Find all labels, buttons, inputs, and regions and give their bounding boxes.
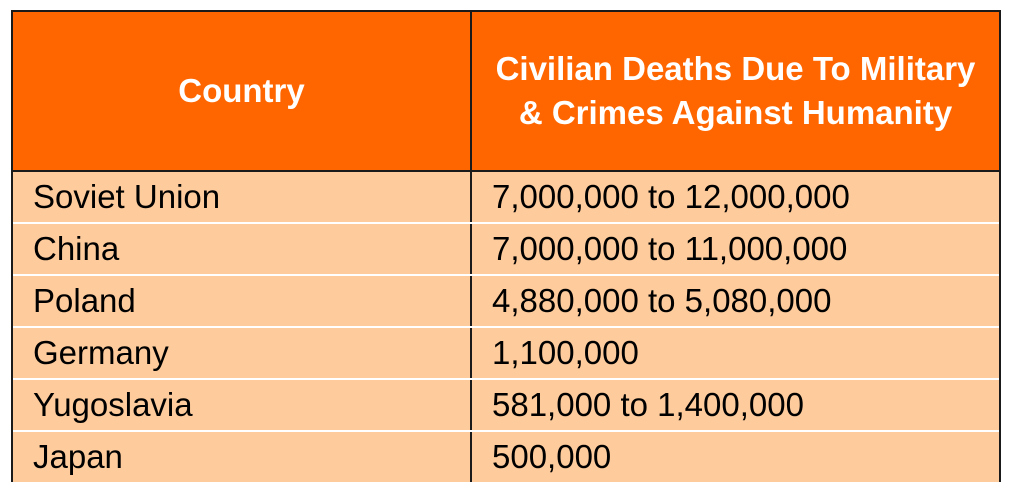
table-row: Soviet Union 7,000,000 to 12,000,000 (13, 171, 999, 224)
cell-deaths: 1,100,000 (471, 327, 999, 380)
header-civilian-deaths: Civilian Deaths Due To Military & Crimes… (471, 12, 999, 172)
table-row: Poland 4,880,000 to 5,080,000 (13, 275, 999, 328)
cell-deaths: 500,000 (471, 431, 999, 482)
cell-country: China (13, 223, 472, 276)
cell-country: Yugoslavia (13, 379, 472, 432)
cell-deaths: 4,880,000 to 5,080,000 (471, 275, 999, 328)
table-row: China 7,000,000 to 11,000,000 (13, 223, 999, 276)
cell-country: Germany (13, 327, 472, 380)
cell-country: Poland (13, 275, 472, 328)
header-country: Country (13, 12, 472, 172)
civilian-deaths-table: Country Civilian Deaths Due To Military … (11, 10, 1001, 482)
table-row: Japan 500,000 (13, 431, 999, 482)
cell-deaths: 581,000 to 1,400,000 (471, 379, 999, 432)
data-table: Country Civilian Deaths Due To Military … (13, 12, 999, 482)
table-row: Germany 1,100,000 (13, 327, 999, 380)
cell-deaths: 7,000,000 to 11,000,000 (471, 223, 999, 276)
table-row: Yugoslavia 581,000 to 1,400,000 (13, 379, 999, 432)
cell-deaths: 7,000,000 to 12,000,000 (471, 171, 999, 224)
cell-country: Japan (13, 431, 472, 482)
header-row: Country Civilian Deaths Due To Military … (13, 12, 999, 172)
cell-country: Soviet Union (13, 171, 472, 224)
